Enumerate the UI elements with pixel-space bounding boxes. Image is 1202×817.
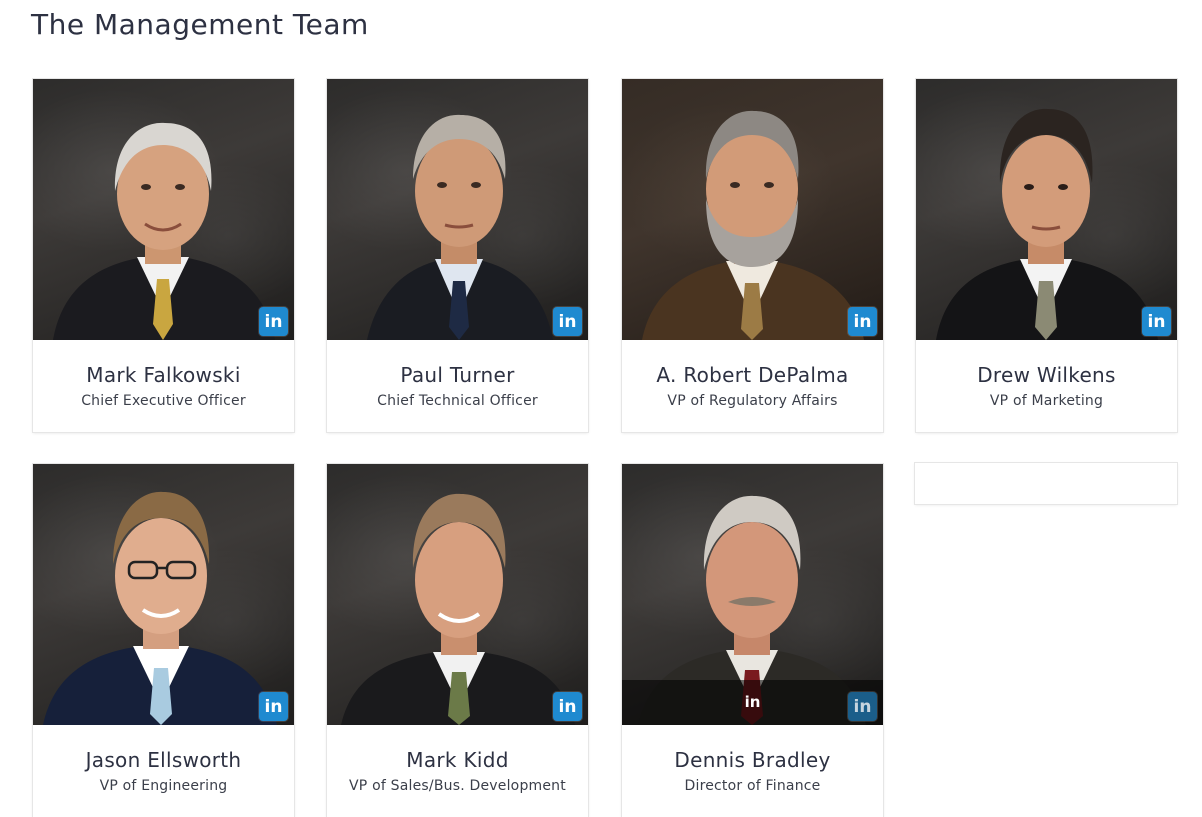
team-member-card[interactable]: in Drew Wilkens VP of Marketing bbox=[916, 79, 1177, 432]
linkedin-icon[interactable]: in bbox=[848, 307, 877, 336]
portrait-image bbox=[936, 108, 1158, 340]
team-member-card[interactable]: in Jason Ellsworth VP of Engineering bbox=[33, 464, 294, 817]
photo-hover-overlay: in bbox=[622, 680, 883, 725]
team-member-card[interactable]: in Mark Kidd VP of Sales/Bus. Developmen… bbox=[327, 464, 588, 817]
linkedin-icon[interactable]: in bbox=[1142, 307, 1171, 336]
portrait-photo: in bbox=[327, 464, 588, 725]
portrait-photo: in bbox=[916, 79, 1177, 340]
member-role: VP of Sales/Bus. Development bbox=[349, 778, 566, 794]
member-role: VP of Marketing bbox=[989, 393, 1104, 409]
team-member-card[interactable]: in Paul Turner Chief Technical Officer bbox=[327, 79, 588, 432]
member-role: Chief Executive Officer bbox=[81, 393, 246, 409]
member-role: Chief Technical Officer bbox=[377, 393, 538, 409]
portrait-image bbox=[367, 114, 553, 340]
portrait-image bbox=[642, 110, 864, 340]
empty-card-placeholder bbox=[915, 463, 1177, 504]
linkedin-icon[interactable]: in bbox=[744, 693, 761, 711]
portrait-photo: in bbox=[327, 79, 588, 340]
linkedin-icon[interactable]: in bbox=[553, 692, 582, 721]
member-name: Dennis Bradley bbox=[674, 748, 831, 772]
linkedin-icon[interactable]: in bbox=[259, 307, 288, 336]
portrait-image bbox=[341, 493, 575, 725]
team-member-card[interactable]: in in Dennis Bradley Director of Finance bbox=[622, 464, 883, 817]
member-role: VP of Engineering bbox=[99, 778, 228, 794]
team-member-card[interactable]: in Mark Falkowski Chief Executive Office… bbox=[33, 79, 294, 432]
portrait-image bbox=[43, 491, 277, 725]
portrait-photo: in bbox=[33, 464, 294, 725]
member-role: VP of Regulatory Affairs bbox=[667, 393, 838, 409]
portrait-photo: in in bbox=[622, 464, 883, 725]
page-title: The Management Team bbox=[31, 8, 369, 41]
portrait-image bbox=[53, 122, 275, 340]
member-name: Drew Wilkens bbox=[977, 363, 1116, 387]
member-role: Director of Finance bbox=[684, 778, 821, 794]
member-name: Mark Kidd bbox=[406, 748, 509, 772]
portrait-photo: in bbox=[622, 79, 883, 340]
linkedin-icon[interactable]: in bbox=[259, 692, 288, 721]
member-name: Mark Falkowski bbox=[86, 363, 241, 387]
team-member-card[interactable]: in A. Robert DePalma VP of Regulatory Af… bbox=[622, 79, 883, 432]
member-name: A. Robert DePalma bbox=[656, 363, 849, 387]
linkedin-icon[interactable]: in bbox=[848, 692, 877, 721]
member-name: Jason Ellsworth bbox=[85, 748, 242, 772]
portrait-photo: in bbox=[33, 79, 294, 340]
linkedin-icon[interactable]: in bbox=[553, 307, 582, 336]
member-name: Paul Turner bbox=[400, 363, 515, 387]
